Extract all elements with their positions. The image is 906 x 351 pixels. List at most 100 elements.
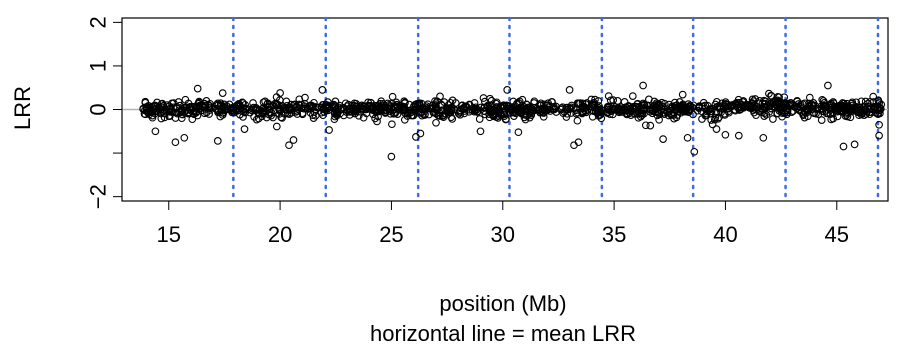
data-point	[446, 98, 455, 107]
data-point	[496, 110, 505, 119]
data-point	[759, 133, 768, 142]
data-point	[824, 81, 832, 90]
x-tick-label-30: 30	[491, 222, 515, 247]
data-point	[310, 108, 319, 117]
data-point	[767, 92, 776, 100]
data-point	[480, 103, 489, 112]
data-point	[590, 103, 599, 112]
x-tick-label-45: 45	[825, 222, 849, 247]
data-point	[416, 129, 425, 138]
data-point	[841, 112, 850, 120]
data-point	[216, 101, 225, 109]
data-point	[708, 120, 717, 129]
data-point	[401, 105, 410, 114]
data-point	[850, 140, 859, 149]
data-point	[734, 131, 743, 140]
data-point	[437, 100, 445, 109]
data-point	[646, 121, 655, 130]
data-point	[468, 106, 477, 115]
data-point	[875, 131, 883, 140]
data-point	[188, 115, 197, 124]
data-point	[530, 97, 539, 106]
data-point	[167, 104, 175, 112]
data-point	[388, 120, 396, 129]
x-tick-label-35: 35	[602, 222, 626, 247]
data-point	[410, 106, 418, 115]
x-tick-label-20: 20	[268, 222, 292, 247]
data-point	[573, 116, 582, 125]
data-point	[864, 99, 872, 108]
data-point	[148, 107, 157, 115]
data-point	[603, 108, 612, 116]
data-point	[738, 101, 747, 109]
data-point	[684, 108, 693, 116]
data-point	[679, 107, 688, 116]
data-point	[491, 104, 500, 113]
data-point	[592, 105, 601, 113]
data-point	[690, 147, 699, 156]
data-point	[544, 99, 553, 108]
data-point	[275, 104, 283, 112]
data-point	[213, 137, 222, 145]
data-point	[171, 138, 180, 147]
data-point	[272, 100, 281, 108]
data-point	[194, 103, 202, 112]
y-tick-label-0: −2	[86, 184, 111, 209]
data-point	[760, 112, 769, 120]
data-point	[670, 114, 678, 123]
data-point	[713, 102, 722, 111]
data-point	[459, 104, 467, 112]
data-point	[187, 106, 195, 115]
data-point	[411, 102, 420, 111]
data-point	[322, 106, 331, 115]
data-point	[345, 107, 354, 116]
data-point	[425, 104, 434, 113]
data-point	[153, 98, 161, 107]
data-point	[639, 81, 647, 90]
data-point	[480, 107, 489, 116]
data-point	[388, 92, 397, 101]
data-point	[295, 95, 304, 104]
data-point	[323, 98, 332, 106]
y-tick-label-4: 2	[86, 16, 111, 28]
data-point	[510, 112, 518, 120]
data-point	[869, 98, 878, 106]
data-point	[578, 109, 586, 118]
data-point	[565, 86, 574, 94]
data-point	[866, 98, 874, 106]
x-tick-label-15: 15	[157, 222, 181, 247]
data-point	[473, 105, 481, 114]
data-point	[838, 99, 847, 107]
data-point	[174, 98, 183, 106]
data-point	[383, 106, 391, 115]
data-point	[184, 108, 193, 117]
data-point	[610, 105, 619, 114]
data-point	[578, 99, 587, 108]
data-point	[810, 109, 819, 118]
data-point	[180, 133, 189, 142]
data-point	[152, 107, 160, 116]
data-point	[699, 98, 708, 107]
data-point	[794, 100, 803, 108]
data-point	[195, 101, 204, 110]
axes-layer: 15 20 25 30 35 40 45 −2 0 1 2	[86, 16, 850, 247]
data-point	[862, 110, 871, 118]
data-point	[641, 121, 650, 130]
data-point	[390, 104, 399, 113]
data-point	[282, 97, 291, 106]
data-point	[479, 94, 488, 102]
data-point	[659, 108, 668, 117]
data-point	[157, 114, 166, 123]
data-point	[341, 99, 350, 108]
data-point	[436, 92, 444, 101]
data-point	[500, 102, 509, 110]
data-point	[520, 102, 529, 111]
data-point	[736, 105, 744, 114]
data-point	[438, 111, 447, 120]
data-point	[331, 108, 339, 117]
data-point	[846, 105, 854, 114]
data-point	[603, 102, 612, 111]
data-point	[861, 106, 870, 114]
data-point	[851, 106, 860, 115]
data-point	[712, 125, 721, 133]
